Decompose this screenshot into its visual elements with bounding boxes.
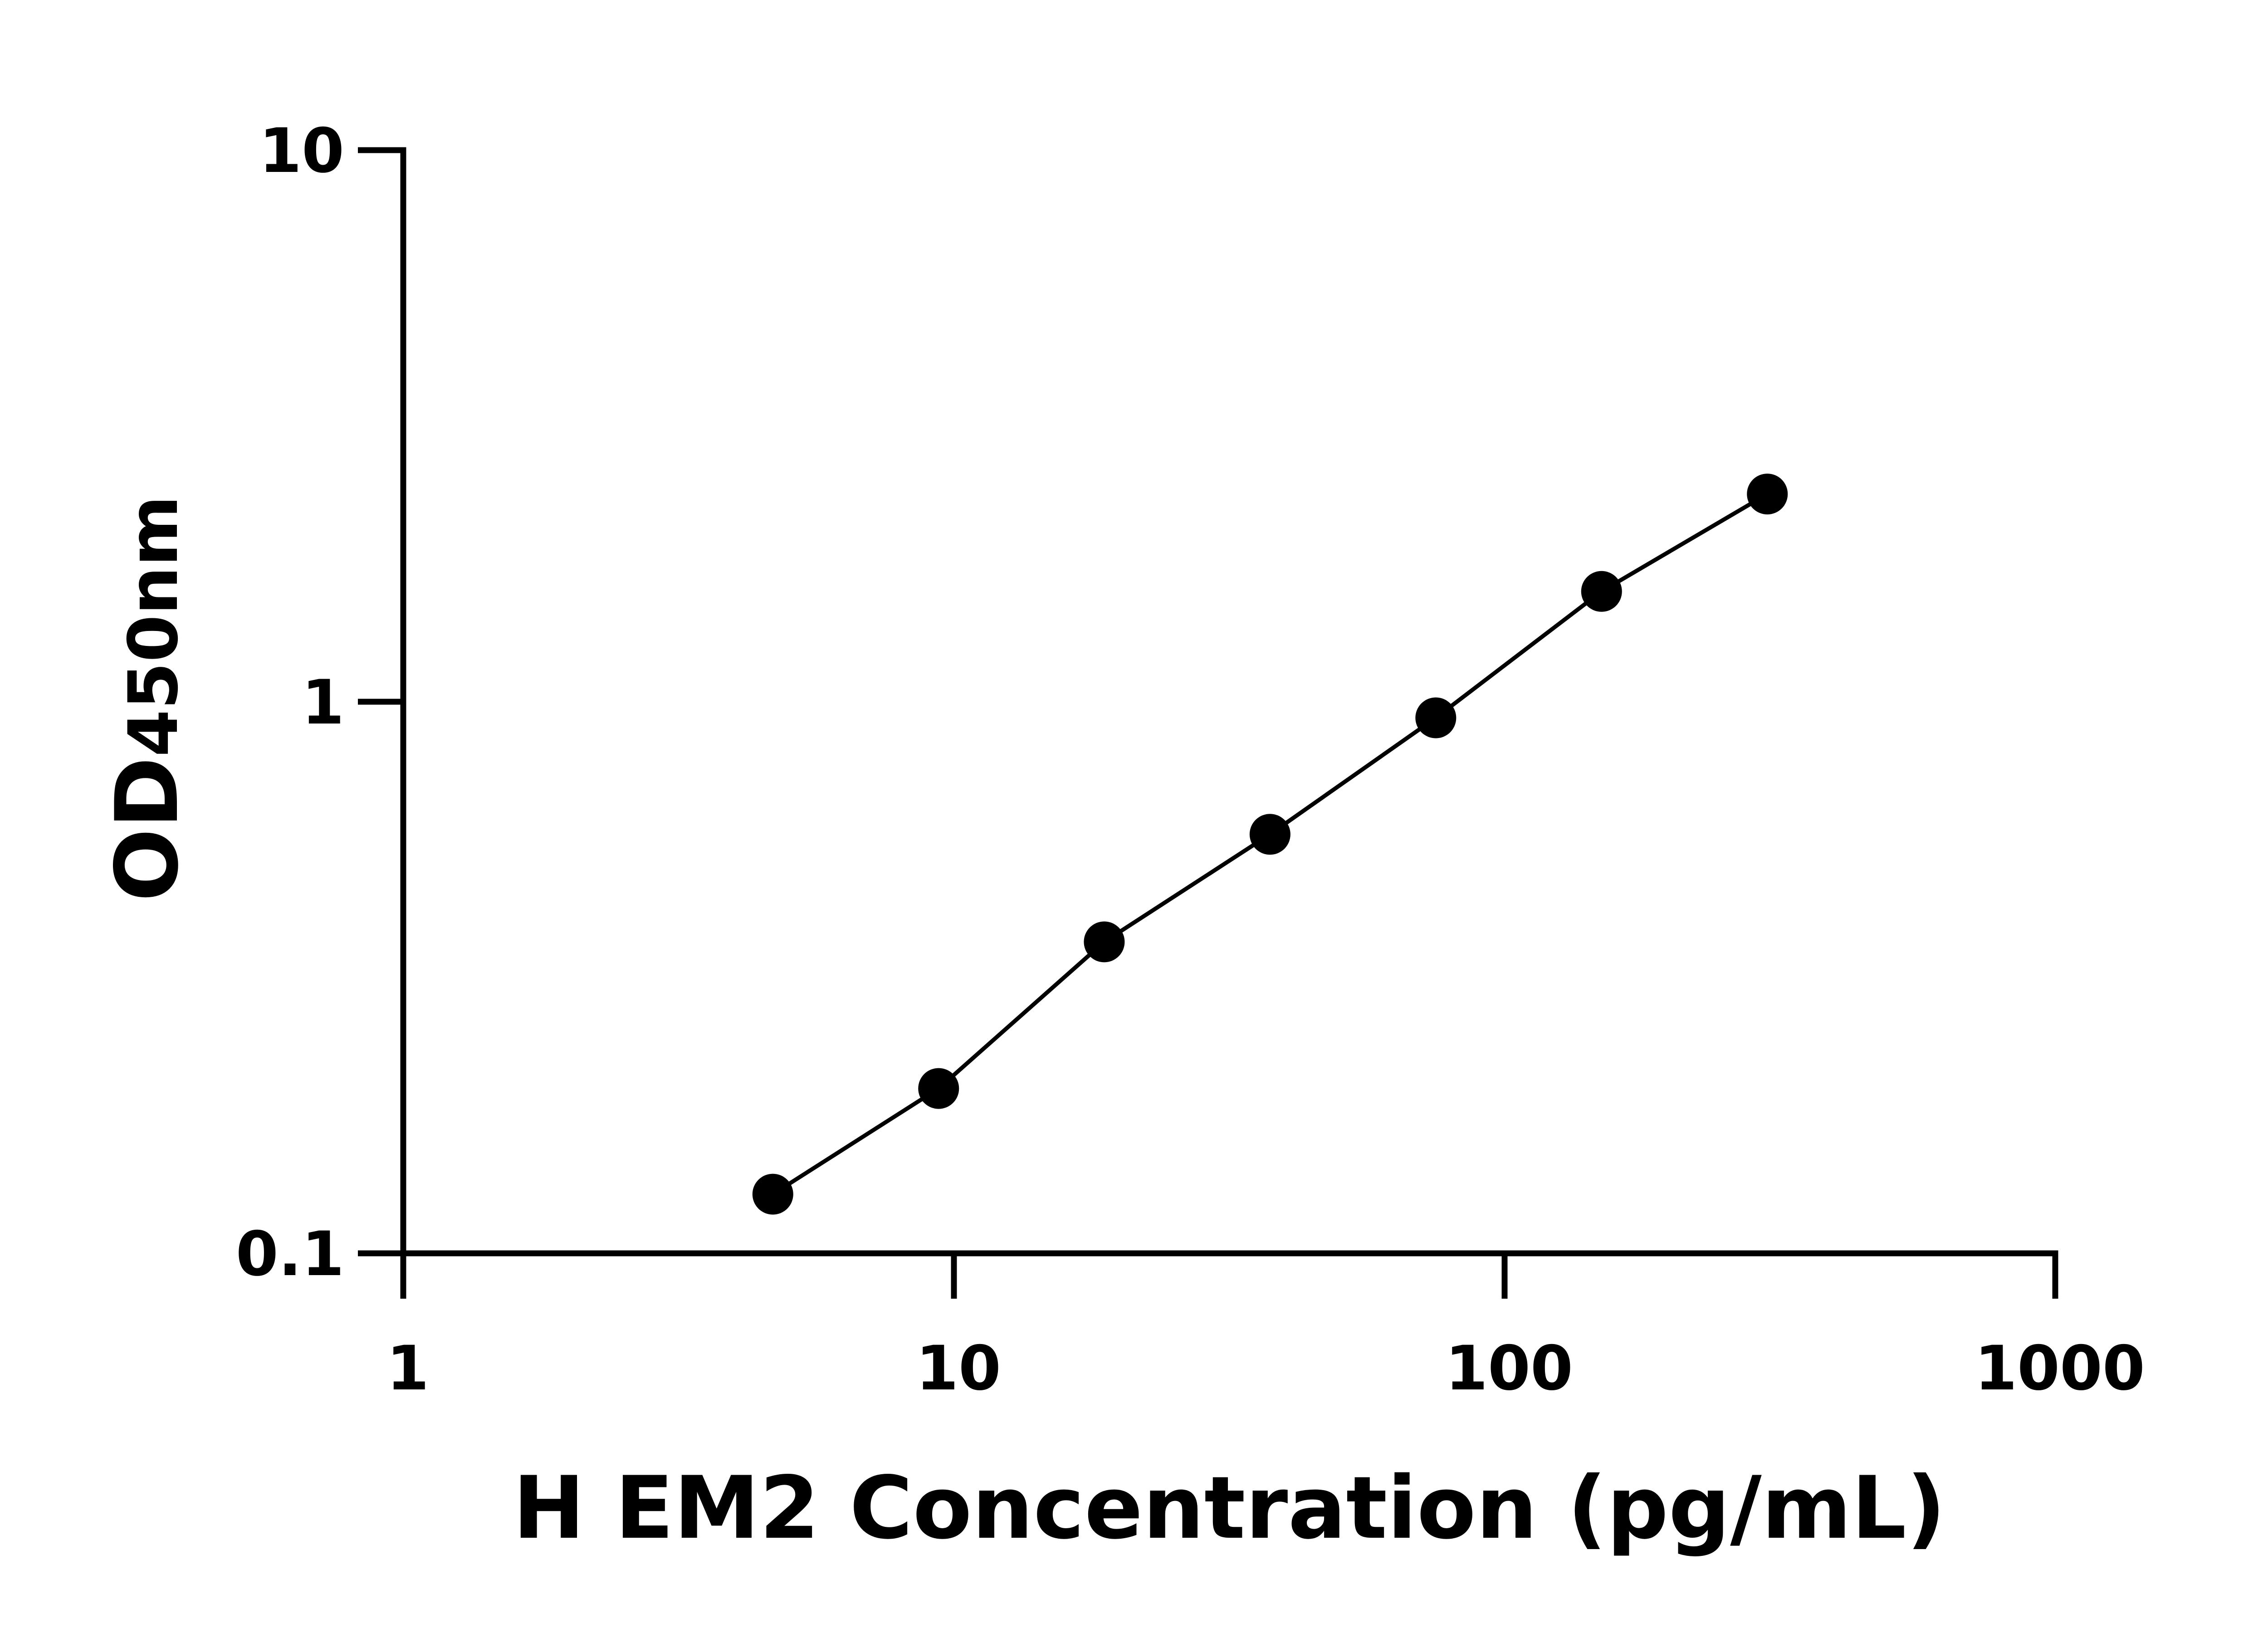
x-tick-label: 1000 bbox=[1975, 1333, 2145, 1404]
x-tick-label: 100 bbox=[1445, 1333, 1573, 1404]
y-axis-title-sub: 450nm bbox=[114, 495, 193, 757]
data-point bbox=[1581, 571, 1622, 612]
y-tick-label: 0.1 bbox=[236, 1218, 344, 1290]
data-marks bbox=[752, 474, 1788, 1215]
y-axis-title: OD450nm bbox=[97, 495, 197, 901]
y-tick-label: 10 bbox=[259, 115, 344, 186]
x-tick-label: 1 bbox=[386, 1333, 429, 1404]
data-point bbox=[1084, 921, 1125, 963]
y-tick-label: 1 bbox=[302, 667, 344, 738]
data-point bbox=[752, 1173, 793, 1215]
data-point bbox=[918, 1068, 959, 1109]
x-axis-title: H EM2 Concentration (pg/mL) bbox=[513, 1458, 1945, 1558]
data-point bbox=[1249, 814, 1290, 855]
x-tick-label: 10 bbox=[916, 1333, 1001, 1404]
y-axis-title-main: OD bbox=[97, 757, 197, 901]
axes: 1 10 100 1000 0.1 1 10 bbox=[236, 115, 2145, 1404]
data-point bbox=[1415, 697, 1457, 738]
data-point bbox=[1747, 474, 1788, 515]
